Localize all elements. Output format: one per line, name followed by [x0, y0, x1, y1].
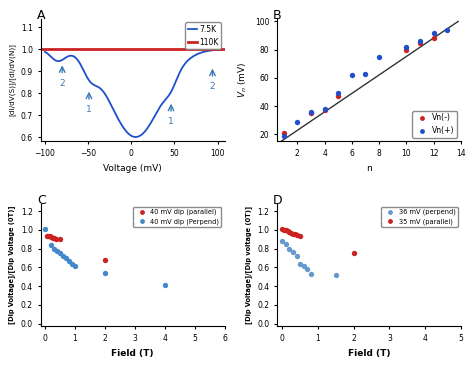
- Point: [293, 253, 301, 259]
- Point: [280, 227, 288, 233]
- Point: [285, 246, 293, 251]
- Point: [334, 93, 342, 99]
- X-axis label: Voltage (mV): Voltage (mV): [103, 164, 162, 173]
- X-axis label: n: n: [366, 164, 372, 173]
- Point: [296, 261, 304, 266]
- Point: [332, 272, 339, 278]
- Point: [68, 261, 76, 266]
- Point: [307, 109, 315, 115]
- Point: [430, 30, 438, 36]
- Y-axis label: [dI/dV(S)]/[dI/dV(N)]: [dI/dV(S)]/[dI/dV(N)]: [9, 44, 15, 116]
- Point: [402, 47, 410, 53]
- Point: [416, 38, 424, 44]
- Point: [291, 231, 299, 236]
- Point: [65, 258, 73, 264]
- Point: [52, 236, 59, 242]
- Legend: 36 mV (perpend), 35 mV (parallel): 36 mV (perpend), 35 mV (parallel): [381, 207, 457, 227]
- Point: [334, 90, 342, 96]
- Point: [50, 246, 58, 251]
- Point: [44, 233, 52, 239]
- Point: [296, 233, 304, 239]
- Point: [43, 234, 50, 239]
- X-axis label: Field (T): Field (T): [347, 349, 390, 358]
- Point: [161, 282, 169, 288]
- X-axis label: Field (T): Field (T): [111, 349, 154, 358]
- Legend: 7.5K, 110K: 7.5K, 110K: [185, 22, 221, 49]
- Point: [348, 72, 356, 78]
- Point: [278, 238, 286, 244]
- Text: A: A: [37, 9, 46, 22]
- Legend: 40 mV dip (parallel), 40 mV dip (Perpend): 40 mV dip (parallel), 40 mV dip (Perpend…: [133, 207, 221, 227]
- Point: [416, 40, 424, 45]
- Y-axis label: [Dip Voitage]/[Dip voltage (0T)]: [Dip Voitage]/[Dip voltage (0T)]: [245, 206, 252, 324]
- Point: [293, 119, 301, 124]
- Point: [375, 54, 383, 60]
- Point: [41, 226, 49, 232]
- Point: [289, 250, 297, 255]
- Point: [59, 253, 67, 259]
- Point: [49, 235, 56, 241]
- Point: [101, 257, 109, 263]
- Point: [278, 226, 286, 232]
- Text: 2: 2: [59, 79, 65, 88]
- Point: [47, 242, 55, 248]
- Point: [287, 230, 295, 236]
- Point: [50, 235, 58, 241]
- Text: 1: 1: [168, 117, 174, 126]
- Point: [307, 110, 315, 116]
- Point: [46, 234, 54, 239]
- Point: [430, 36, 438, 41]
- Point: [53, 248, 61, 254]
- Point: [362, 71, 369, 76]
- Text: 1: 1: [86, 105, 92, 114]
- Point: [350, 250, 357, 256]
- Point: [284, 228, 292, 234]
- Point: [402, 44, 410, 50]
- Point: [303, 266, 311, 272]
- Point: [321, 106, 328, 112]
- Point: [300, 263, 308, 269]
- Point: [293, 232, 301, 238]
- Point: [71, 264, 79, 269]
- Point: [47, 235, 55, 240]
- Text: 2: 2: [210, 82, 215, 91]
- Point: [56, 250, 64, 256]
- Point: [280, 133, 287, 139]
- Text: D: D: [273, 194, 283, 207]
- Point: [289, 231, 297, 236]
- Point: [101, 270, 109, 276]
- Point: [444, 27, 451, 33]
- Point: [282, 241, 290, 247]
- Text: B: B: [273, 9, 282, 22]
- Point: [62, 255, 70, 261]
- Text: C: C: [37, 194, 46, 207]
- Legend: Vn(-), Vn(+): Vn(-), Vn(+): [412, 111, 457, 138]
- Y-axis label: [Dip Voltage]/[Dip Voltage (0T)]: [Dip Voltage]/[Dip Voltage (0T)]: [9, 206, 15, 324]
- Point: [321, 107, 328, 113]
- Point: [280, 130, 287, 136]
- Point: [307, 271, 315, 277]
- Point: [285, 229, 293, 235]
- Point: [282, 227, 290, 233]
- Y-axis label: $V_n$ (mV): $V_n$ (mV): [237, 62, 249, 98]
- Point: [56, 236, 64, 242]
